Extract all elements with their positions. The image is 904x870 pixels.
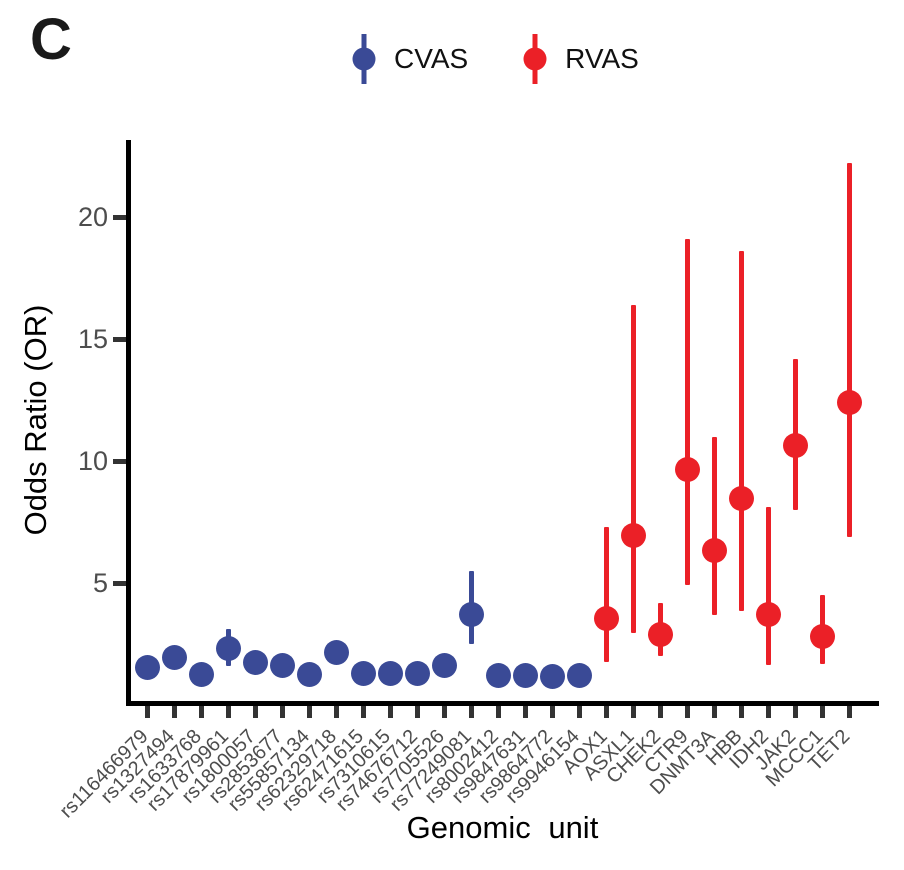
x-tick-mark: [846, 706, 852, 718]
rvas-glyph-dot: [523, 47, 547, 71]
x-tick-mark: [414, 706, 420, 718]
x-tick-mark: [360, 706, 366, 718]
data-point: [539, 664, 565, 690]
error-bar: [846, 163, 852, 537]
error-bar: [630, 304, 636, 633]
x-tick-mark: [441, 706, 447, 718]
x-tick-mark: [198, 706, 204, 718]
data-point: [566, 663, 592, 689]
x-tick-mark: [252, 706, 258, 718]
error-bar: [603, 526, 609, 663]
x-tick-mark: [306, 706, 312, 718]
data-point: [593, 605, 619, 631]
x-tick-mark: [144, 706, 150, 718]
data-point: [377, 660, 403, 686]
y-tick-mark: [113, 458, 126, 464]
y-tick-label: 5: [92, 568, 108, 598]
data-point: [647, 621, 673, 647]
legend: CVAS RVAS: [352, 34, 639, 84]
y-axis-line: [126, 140, 131, 705]
cvas-pointrange-icon: [352, 34, 376, 84]
x-tick-mark: [765, 706, 771, 718]
data-point: [620, 522, 646, 548]
data-point: [296, 662, 322, 687]
data-point: [242, 649, 268, 675]
x-axis-line: [126, 701, 879, 706]
x-tick-mark: [387, 706, 393, 718]
data-point: [512, 663, 538, 689]
data-point: [215, 636, 241, 662]
x-tick-mark: [603, 706, 609, 718]
error-bar: [738, 251, 744, 612]
x-tick-mark: [576, 706, 582, 718]
y-tick-mark: [113, 336, 126, 342]
legend-item-rvas: RVAS: [523, 34, 639, 84]
y-tick-mark: [113, 214, 126, 220]
x-tick-mark: [738, 706, 744, 718]
x-tick-mark: [684, 706, 690, 718]
x-tick-mark: [495, 706, 501, 718]
data-point: [458, 602, 484, 628]
data-point: [485, 663, 511, 689]
x-tick-mark: [630, 706, 636, 718]
x-tick-mark: [657, 706, 663, 718]
data-point: [323, 640, 349, 666]
x-tick-mark: [711, 706, 717, 718]
rvas-pointrange-icon: [523, 34, 547, 84]
data-point: [269, 653, 295, 679]
data-point: [134, 654, 160, 680]
x-axis-title: Genomic unit: [406, 810, 599, 845]
y-tick-label: 10: [77, 446, 108, 476]
x-tick-mark: [522, 706, 528, 718]
y-tick-mark: [113, 580, 126, 586]
data-point: [755, 602, 781, 628]
legend-label-cvas: CVAS: [394, 43, 469, 74]
x-tick-mark: [171, 706, 177, 718]
x-tick-mark: [333, 706, 339, 718]
data-point: [782, 432, 808, 458]
data-point: [431, 653, 457, 679]
data-point: [809, 624, 835, 650]
cvas-glyph-dot: [352, 47, 376, 71]
data-point: [674, 457, 700, 483]
data-point: [701, 537, 727, 563]
data-point: [161, 644, 187, 670]
data-point: [836, 389, 862, 415]
x-tick-mark: [819, 706, 825, 718]
x-tick-mark: [792, 706, 798, 718]
data-point: [350, 660, 376, 686]
error-bar: [765, 507, 771, 665]
panel-label: C: [30, 7, 73, 72]
data-point: [404, 660, 430, 686]
legend-label-rvas: RVAS: [565, 43, 639, 74]
data-point: [728, 486, 754, 512]
x-tick-mark: [468, 706, 474, 718]
x-tick-mark: [279, 706, 285, 718]
error-bar: [684, 238, 690, 586]
legend-item-cvas: CVAS: [352, 34, 468, 84]
x-tick-mark: [549, 706, 555, 718]
y-tick-label: 20: [77, 202, 108, 232]
y-tick-label: 15: [77, 324, 108, 354]
x-tick-mark: [225, 706, 231, 718]
data-point: [188, 662, 214, 687]
error-bar: [711, 436, 717, 615]
